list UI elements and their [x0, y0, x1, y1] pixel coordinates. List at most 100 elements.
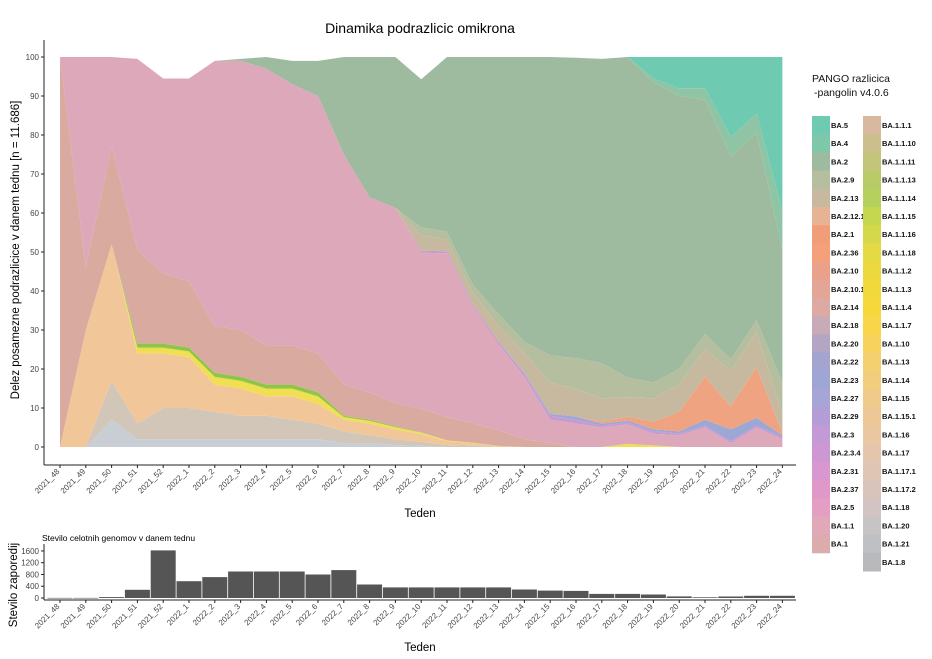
bar-x-tick-label: 2021_52: [136, 602, 165, 631]
y-tick-label: 80: [30, 131, 39, 140]
x-tick-label: 2021_48: [33, 467, 62, 496]
legend-label-BA.1.17.2: BA.1.17.2: [882, 485, 916, 494]
area-series-BA.2.13: [60, 57, 783, 434]
legend-swatch-BA.1.20: [863, 516, 881, 536]
bar-2021_51: [124, 589, 150, 598]
y-tick-label: 0: [35, 443, 40, 452]
legend-swatch-BA.1.17: [863, 443, 881, 463]
bar-2022_3: [228, 571, 254, 598]
x-tick-label: 2022_6: [294, 467, 320, 493]
bar-2022_24: [769, 595, 795, 598]
legend-label-BA.1.1.13: BA.1.1.13: [882, 176, 916, 185]
bar-x-tick-label: 2021_50: [85, 602, 114, 631]
bar-x-tick-label: 2021_51: [110, 602, 139, 631]
bar-x-tick-label: 2022_14: [497, 602, 526, 631]
legend-label-BA.1.1.7: BA.1.1.7: [882, 321, 912, 330]
bar-2022_5: [279, 571, 305, 598]
bar-y-tick-label: 1600: [21, 547, 39, 556]
legend-label-BA.1.17.1: BA.1.17.1: [882, 467, 916, 476]
bar-2022_19: [640, 594, 666, 598]
legend-swatch-BA.2.27: [812, 389, 830, 408]
legend-label-BA.1.1.3: BA.1.1.3: [882, 285, 912, 294]
x-tick-label: 2022_7: [320, 467, 346, 493]
legend-swatch-BA.5: [812, 116, 830, 135]
bar-2022_4: [253, 571, 279, 598]
bar-x-tick-label: 2022_9: [372, 602, 398, 628]
bar-2022_2: [202, 577, 228, 598]
legend-label-BA.1.21: BA.1.21: [882, 540, 910, 549]
legend-label-BA.2.31: BA.2.31: [831, 467, 859, 476]
legend-swatch-BA.1.1.3: [863, 279, 881, 299]
legend-swatch-BA.2.18: [812, 316, 830, 335]
bar-x-tick-label: 2022_24: [755, 602, 784, 631]
legend-title: PANGO razlicica: [812, 73, 890, 85]
legend-label-BA.1.1.11: BA.1.1.11: [882, 157, 915, 166]
legend-label-BA.2.18: BA.2.18: [831, 321, 859, 330]
y-tick-label: 90: [30, 92, 39, 101]
bar-x-tick-label: 2022_16: [549, 602, 578, 631]
bar-y-tick-label: 0: [35, 594, 40, 603]
legend-swatch-BA.2.3.4: [812, 443, 830, 463]
bar-x-tick-label: 2022_2: [191, 602, 217, 628]
y-tick-label: 50: [30, 248, 39, 257]
legend-swatch-BA.1.1.14: [863, 188, 881, 208]
x-tick-label: 2022_15: [523, 467, 552, 496]
y-axis-title: Delez posamezne podrazlicice v danem ted…: [10, 101, 22, 400]
bar-x-tick-label: 2022_21: [678, 602, 707, 631]
legend-swatch-BA.1.8: [863, 552, 881, 572]
legend-label-BA.2.12.1: BA.2.12.1: [831, 212, 865, 221]
legend-swatch-BA.2.22: [812, 352, 830, 372]
area-series-BA.1.1: [60, 57, 783, 447]
bar-2022_15: [537, 590, 563, 598]
area-series-BA.1.17.2: [60, 244, 783, 447]
legend-swatch-BA.2.10: [812, 261, 830, 281]
legend-swatch-BA.2.5: [812, 498, 830, 517]
bar-2022_22: [718, 596, 744, 598]
legend-label-BA.1.1.15: BA.1.1.15: [882, 212, 916, 221]
y-tick-label: 60: [30, 209, 39, 218]
bar-x-tick-label: 2022_1: [165, 602, 191, 628]
legend-swatch-BA.1.1.11: [863, 152, 881, 172]
x-tick-label: 2022_11: [420, 467, 448, 495]
bar-y-tick-label: 800: [26, 570, 40, 579]
bar-x-tick-label: 2021_48: [33, 602, 62, 631]
bar-2022_1: [176, 581, 202, 598]
legend-label-BA.2.3.4: BA.2.3.4: [831, 449, 861, 458]
legend-label-BA.2.14: BA.2.14: [831, 303, 859, 312]
bar-y-tick-label: 1200: [21, 559, 39, 568]
bar-x-tick-label: 2022_8: [346, 602, 372, 628]
legend-swatch-BA.4: [812, 134, 830, 153]
legend-label-BA.1.1: BA.1.1: [831, 521, 854, 530]
legend-swatch-BA.1.1.1: [863, 116, 881, 135]
bar-2021_48: [47, 597, 73, 599]
legend-swatch-BA.2.36: [812, 243, 830, 263]
x-tick-label: 2022_23: [730, 467, 759, 496]
legend-subtitle: -pangolin v4.0.6: [814, 87, 889, 99]
x-tick-label: 2022_3: [217, 467, 243, 493]
legend-label-BA.2.10: BA.2.10: [831, 267, 859, 276]
legend-swatch-BA.1.16: [863, 425, 881, 445]
x-tick-label: 2022_24: [755, 467, 784, 496]
legend-label-BA.1.15: BA.1.15: [882, 394, 910, 403]
bar-y-tick-label: 400: [26, 582, 40, 591]
legend-label-BA.1.8: BA.1.8: [882, 558, 905, 567]
bar-2021_50: [99, 597, 125, 598]
legend-swatch-BA.1.15: [863, 389, 881, 408]
legend-label-BA.2.23: BA.2.23: [831, 376, 859, 385]
chart-title: Dinamika podrazlicic omikrona: [325, 20, 515, 36]
bar-2022_18: [615, 593, 641, 598]
legend-label-BA.1.20: BA.1.20: [882, 521, 910, 530]
legend-label-BA.2.27: BA.2.27: [831, 394, 859, 403]
bar-x-tick-label: 2022_18: [601, 602, 630, 631]
legend-swatch-BA.2.1: [812, 225, 830, 244]
bar-x-tick-label: 2022_4: [243, 602, 269, 628]
legend-label-BA.1.1.4: BA.1.1.4: [882, 303, 912, 312]
legend-label-BA.2.9: BA.2.9: [831, 176, 854, 185]
legend-label-BA.2.5: BA.2.5: [831, 503, 854, 512]
bar-2022_13: [486, 587, 512, 598]
legend-label-BA.2.13: BA.2.13: [831, 194, 859, 203]
bar-2021_52: [150, 550, 176, 598]
bar-x-tick-label: 2022_15: [523, 602, 552, 631]
legend-label-BA.1: BA.1: [831, 540, 848, 549]
bar-x-tick-label: 2022_5: [268, 602, 294, 628]
